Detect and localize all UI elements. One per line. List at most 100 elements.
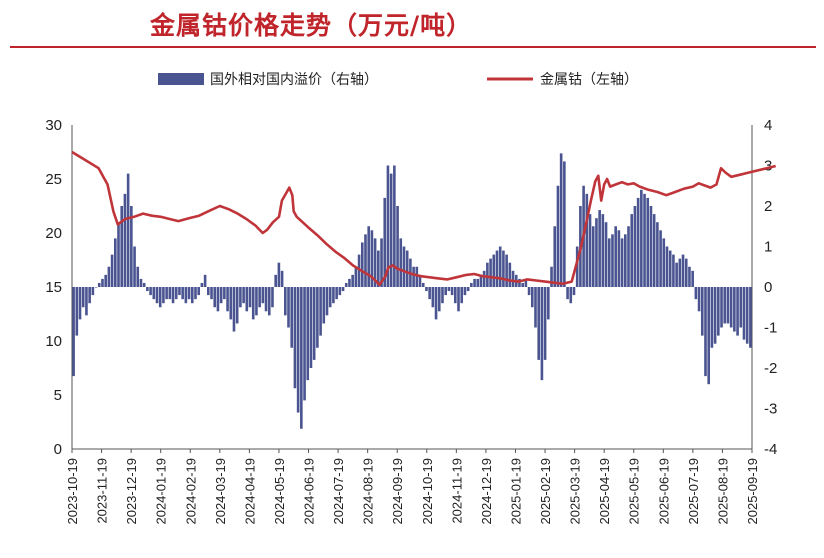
x-tick-label: 2024-04-19 <box>242 458 257 525</box>
premium-bar <box>370 230 374 287</box>
x-tick-label: 2025-04-19 <box>597 458 612 525</box>
premium-bar <box>357 254 361 287</box>
premium-bar <box>486 262 489 287</box>
premium-bar <box>476 278 480 287</box>
x-tick-label: 2025-06-19 <box>656 458 671 525</box>
premium-bar <box>595 218 598 287</box>
premium-bar <box>380 238 383 287</box>
premium-bar <box>133 246 136 287</box>
premium-bar <box>601 214 605 287</box>
premium-bar <box>662 238 666 287</box>
premium-bar <box>466 287 470 292</box>
premium-bar <box>187 287 191 300</box>
premium-bar <box>142 282 146 287</box>
premium-bar <box>377 250 380 287</box>
premium-bar <box>412 266 415 287</box>
premium-bar <box>107 266 111 287</box>
premium-bar <box>274 274 277 287</box>
premium-bar <box>235 287 239 324</box>
premium-bar <box>312 287 316 360</box>
premium-bar <box>149 287 152 296</box>
premium-bar <box>717 287 720 336</box>
premium-bar <box>277 262 281 287</box>
legend-label-premium: 国外相对国内溢价（右轴） <box>210 72 378 88</box>
premium-bar <box>530 287 534 308</box>
premium-bar <box>585 193 589 287</box>
premium-bar <box>415 266 419 287</box>
premium-bar <box>688 266 691 287</box>
premium-bar <box>572 287 576 296</box>
premium-bar <box>232 287 236 332</box>
y-left-tick-label: 15 <box>45 279 62 296</box>
y-left-tick-label: 30 <box>45 117 62 134</box>
premium-bar <box>139 278 143 287</box>
premium-bar <box>502 250 505 287</box>
premium-bar <box>389 173 393 287</box>
premium-bar <box>447 287 451 292</box>
premium-bar <box>745 287 749 344</box>
premium-bar <box>710 287 714 348</box>
premium-bar <box>704 287 707 377</box>
premium-bar <box>171 287 175 304</box>
premium-bar <box>511 270 515 287</box>
premium-bar <box>223 287 226 300</box>
premium-bar <box>482 270 486 287</box>
y-right-tick-label: 4 <box>764 117 772 134</box>
premium-bar <box>720 287 723 328</box>
premium-bar <box>300 287 303 429</box>
premium-bar <box>518 278 521 287</box>
premium-bar <box>498 246 502 287</box>
premium-bar <box>697 287 701 312</box>
premium-bar <box>598 210 601 287</box>
premium-bar <box>534 287 537 328</box>
premium-bar <box>319 287 322 336</box>
premium-bar <box>543 287 547 360</box>
premium-bars <box>72 153 752 429</box>
premium-bar <box>527 287 531 296</box>
premium-bar <box>203 274 207 287</box>
premium-bar <box>123 193 127 287</box>
premium-bar <box>569 287 573 304</box>
y-right-tick-label: -2 <box>764 360 777 377</box>
premium-bar <box>94 287 98 288</box>
chart-title: 金属钴价格走势（万元/吨） <box>150 11 473 40</box>
premium-bar <box>726 287 730 324</box>
y-left-tick-label: 25 <box>45 171 62 188</box>
premium-bar <box>460 287 464 304</box>
premium-bar <box>245 287 249 312</box>
x-tick-label: 2024-01-19 <box>154 458 169 525</box>
premium-bar <box>248 287 252 308</box>
premium-bar <box>736 287 739 336</box>
premium-bar <box>700 287 704 336</box>
premium-bar <box>425 287 428 292</box>
premium-bar <box>681 254 685 287</box>
premium-bar <box>162 287 165 304</box>
premium-bar <box>550 266 553 287</box>
x-tick-label: 2025-01-19 <box>508 458 523 525</box>
premium-bar <box>216 287 220 312</box>
premium-bar <box>136 266 140 287</box>
premium-bar <box>524 278 528 287</box>
premium-bar <box>210 287 213 300</box>
x-tick-label: 2023-10-19 <box>65 458 80 525</box>
premium-bar <box>470 282 473 287</box>
premium-bar <box>325 287 329 316</box>
premium-bar <box>303 287 306 401</box>
premium-bar <box>88 287 91 304</box>
premium-bar <box>200 282 204 287</box>
premium-bar <box>293 287 297 389</box>
premium-bar <box>547 287 550 320</box>
premium-bar <box>611 234 614 287</box>
x-tick-label: 2024-06-19 <box>302 458 317 525</box>
premium-bar <box>264 287 268 312</box>
premium-bar <box>226 287 229 312</box>
premium-bar <box>614 226 617 287</box>
premium-bar <box>540 287 544 381</box>
x-tick-label: 2024-11-19 <box>449 458 464 524</box>
premium-bar <box>354 266 358 287</box>
premium-bar <box>322 287 326 324</box>
premium-bar <box>659 230 662 287</box>
premium-bar <box>97 282 101 287</box>
premium-bar <box>81 287 85 308</box>
